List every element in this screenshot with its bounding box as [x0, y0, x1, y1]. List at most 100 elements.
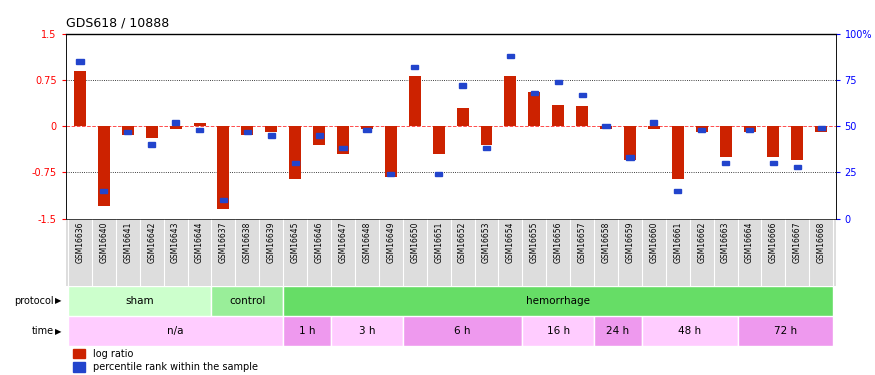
Text: log ratio: log ratio [93, 349, 133, 359]
Bar [101, 189, 108, 193]
Bar [531, 91, 538, 95]
Text: GSM16648: GSM16648 [362, 222, 371, 263]
Bar [459, 83, 466, 88]
Bar [738, 316, 833, 346]
Bar [770, 161, 777, 165]
Bar [480, 126, 493, 145]
Bar [361, 126, 373, 129]
Text: GSM16639: GSM16639 [267, 222, 276, 263]
Text: 72 h: 72 h [774, 326, 797, 336]
Bar [648, 126, 660, 129]
Text: GSM16652: GSM16652 [458, 222, 467, 263]
Bar [196, 128, 203, 132]
Bar [576, 106, 588, 126]
Text: percentile rank within the sample: percentile rank within the sample [93, 362, 257, 372]
Bar [76, 59, 83, 64]
Text: protocol: protocol [15, 296, 54, 306]
Text: GSM16649: GSM16649 [387, 222, 396, 263]
Bar [388, 172, 395, 176]
Text: GSM16667: GSM16667 [793, 222, 802, 263]
Bar [794, 165, 801, 169]
Bar [504, 76, 516, 126]
Bar [402, 316, 522, 346]
Text: 24 h: 24 h [606, 326, 630, 336]
Text: n/a: n/a [167, 326, 184, 336]
Bar [650, 120, 657, 124]
Bar [457, 108, 468, 126]
Bar [675, 189, 682, 193]
Bar [791, 126, 803, 160]
Text: time: time [32, 326, 54, 336]
Text: GSM16646: GSM16646 [315, 222, 324, 263]
Text: GSM16664: GSM16664 [745, 222, 754, 263]
Text: GSM16658: GSM16658 [601, 222, 611, 263]
Text: GSM16656: GSM16656 [554, 222, 563, 263]
Text: GSM16644: GSM16644 [195, 222, 204, 263]
Bar [291, 161, 298, 165]
Bar [316, 133, 323, 138]
Bar [578, 93, 585, 97]
Text: ▶: ▶ [55, 327, 62, 336]
Text: GSM16642: GSM16642 [147, 222, 157, 263]
Text: GSM16659: GSM16659 [626, 222, 634, 263]
Text: GSM16666: GSM16666 [769, 222, 778, 263]
Bar [193, 123, 206, 126]
Bar [672, 126, 683, 178]
Bar [98, 126, 110, 206]
Text: GSM16662: GSM16662 [697, 222, 706, 263]
Text: GSM16661: GSM16661 [673, 222, 682, 263]
Bar [603, 124, 610, 128]
Text: GSM16654: GSM16654 [506, 222, 514, 263]
Bar [122, 126, 134, 135]
Bar [719, 126, 732, 157]
Bar [220, 198, 227, 202]
Bar [696, 126, 708, 132]
Text: GSM16640: GSM16640 [100, 222, 108, 263]
Bar [313, 126, 326, 145]
Bar [124, 129, 131, 134]
Text: GSM16653: GSM16653 [482, 222, 491, 263]
Bar [268, 133, 275, 138]
Bar [624, 126, 636, 160]
Text: 1 h: 1 h [299, 326, 315, 336]
Bar [816, 126, 827, 132]
Bar [244, 129, 251, 134]
Bar [818, 126, 825, 130]
Bar [626, 155, 634, 160]
Text: hemorrhage: hemorrhage [526, 296, 591, 306]
Bar [722, 161, 729, 165]
Bar [594, 316, 642, 346]
Bar [698, 128, 705, 132]
Bar [555, 80, 562, 84]
Text: GSM16657: GSM16657 [578, 222, 586, 263]
Text: GSM16655: GSM16655 [530, 222, 539, 263]
Bar [600, 126, 612, 129]
Bar [218, 126, 229, 209]
Bar [483, 146, 490, 150]
Bar [74, 71, 86, 126]
Bar [767, 126, 780, 157]
Bar [435, 172, 442, 176]
Text: GSM16636: GSM16636 [75, 222, 85, 263]
Text: GSM16647: GSM16647 [339, 222, 347, 263]
Text: GDS618 / 10888: GDS618 / 10888 [66, 17, 169, 30]
Text: GSM16660: GSM16660 [649, 222, 658, 263]
Bar [284, 286, 833, 316]
Text: 6 h: 6 h [454, 326, 471, 336]
Bar [528, 92, 540, 126]
Text: GSM16651: GSM16651 [434, 222, 443, 263]
Bar [552, 105, 564, 126]
Text: GSM16663: GSM16663 [721, 222, 730, 263]
Bar [74, 362, 85, 372]
Text: 48 h: 48 h [678, 326, 702, 336]
Bar [409, 76, 421, 126]
Bar [172, 120, 179, 124]
Text: ▶: ▶ [55, 296, 62, 305]
Bar [242, 126, 254, 135]
Text: GSM16637: GSM16637 [219, 222, 228, 263]
Bar [148, 142, 155, 147]
Text: 3 h: 3 h [359, 326, 375, 336]
Bar [411, 65, 418, 69]
Text: 16 h: 16 h [547, 326, 570, 336]
Bar [340, 146, 346, 150]
